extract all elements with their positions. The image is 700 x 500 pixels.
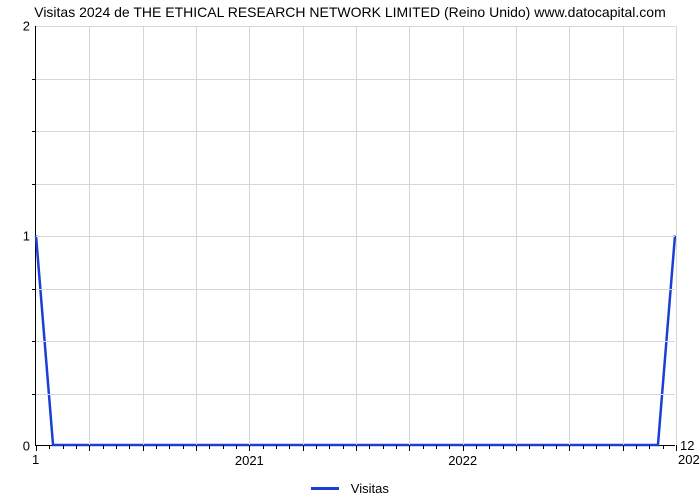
x-minor-tick (329, 445, 330, 449)
x-minor-tick (103, 445, 104, 449)
x-minor-tick (223, 445, 224, 449)
x-grid-line (676, 26, 677, 445)
x-minor-tick (343, 445, 344, 449)
x-minor-tick (596, 445, 597, 449)
x-grid-line (569, 26, 570, 445)
x-major-tick (356, 445, 357, 451)
x-minor-tick (369, 445, 370, 449)
y-tick-label: 1 (23, 229, 36, 244)
x-grid-line (143, 26, 144, 445)
x-minor-tick (529, 445, 530, 449)
y-minor-tick (32, 184, 36, 185)
x-major-tick (516, 445, 517, 451)
x-minor-tick (49, 445, 50, 449)
x-grid-line (623, 26, 624, 445)
x-axis-left-label: 1 (32, 452, 39, 467)
x-minor-tick (649, 445, 650, 449)
x-minor-tick (436, 445, 437, 449)
x-grid-line (463, 26, 464, 445)
y-tick-label: 2 (23, 19, 36, 34)
x-grid-line (356, 26, 357, 445)
x-minor-tick (129, 445, 130, 449)
x-major-tick (569, 445, 570, 451)
x-minor-tick (489, 445, 490, 449)
x-minor-tick (423, 445, 424, 449)
x-grid-line (303, 26, 304, 445)
y-minor-tick (32, 341, 36, 342)
x-minor-tick (556, 445, 557, 449)
y-minor-tick (32, 79, 36, 80)
x-major-tick (676, 445, 677, 451)
x-minor-tick (76, 445, 77, 449)
legend-label: Visitas (351, 481, 389, 496)
x-minor-tick (663, 445, 664, 449)
x-tick-label: 2021 (235, 445, 264, 468)
x-axis-right-label-top: 12 (680, 438, 694, 453)
x-minor-tick (183, 445, 184, 449)
x-minor-tick (116, 445, 117, 449)
plot-area: 01220212022112202 (35, 26, 675, 446)
x-minor-tick (209, 445, 210, 449)
x-minor-tick (63, 445, 64, 449)
x-minor-tick (316, 445, 317, 449)
x-tick-label: 2022 (448, 445, 477, 468)
x-major-tick (89, 445, 90, 451)
x-major-tick (409, 445, 410, 451)
x-grid-line (249, 26, 250, 445)
x-minor-tick (169, 445, 170, 449)
x-major-tick (623, 445, 624, 451)
legend-swatch (311, 487, 339, 490)
x-grid-line (89, 26, 90, 445)
x-grid-line (409, 26, 410, 445)
x-major-tick (143, 445, 144, 451)
x-major-tick (36, 445, 37, 451)
x-grid-line (516, 26, 517, 445)
chart-title: Visitas 2024 de THE ETHICAL RESEARCH NET… (0, 4, 700, 20)
x-minor-tick (636, 445, 637, 449)
x-minor-tick (276, 445, 277, 449)
x-minor-tick (543, 445, 544, 449)
x-major-tick (303, 445, 304, 451)
x-minor-tick (609, 445, 610, 449)
x-minor-tick (289, 445, 290, 449)
y-minor-tick (32, 131, 36, 132)
x-axis-right-label-bottom: 202 (678, 452, 700, 467)
x-grid-line (196, 26, 197, 445)
y-minor-tick (32, 289, 36, 290)
x-minor-tick (503, 445, 504, 449)
x-minor-tick (396, 445, 397, 449)
x-major-tick (196, 445, 197, 451)
x-minor-tick (156, 445, 157, 449)
y-minor-tick (32, 394, 36, 395)
x-minor-tick (383, 445, 384, 449)
legend: Visitas (0, 480, 700, 496)
chart-root: Visitas 2024 de THE ETHICAL RESEARCH NET… (0, 0, 700, 500)
x-minor-tick (583, 445, 584, 449)
